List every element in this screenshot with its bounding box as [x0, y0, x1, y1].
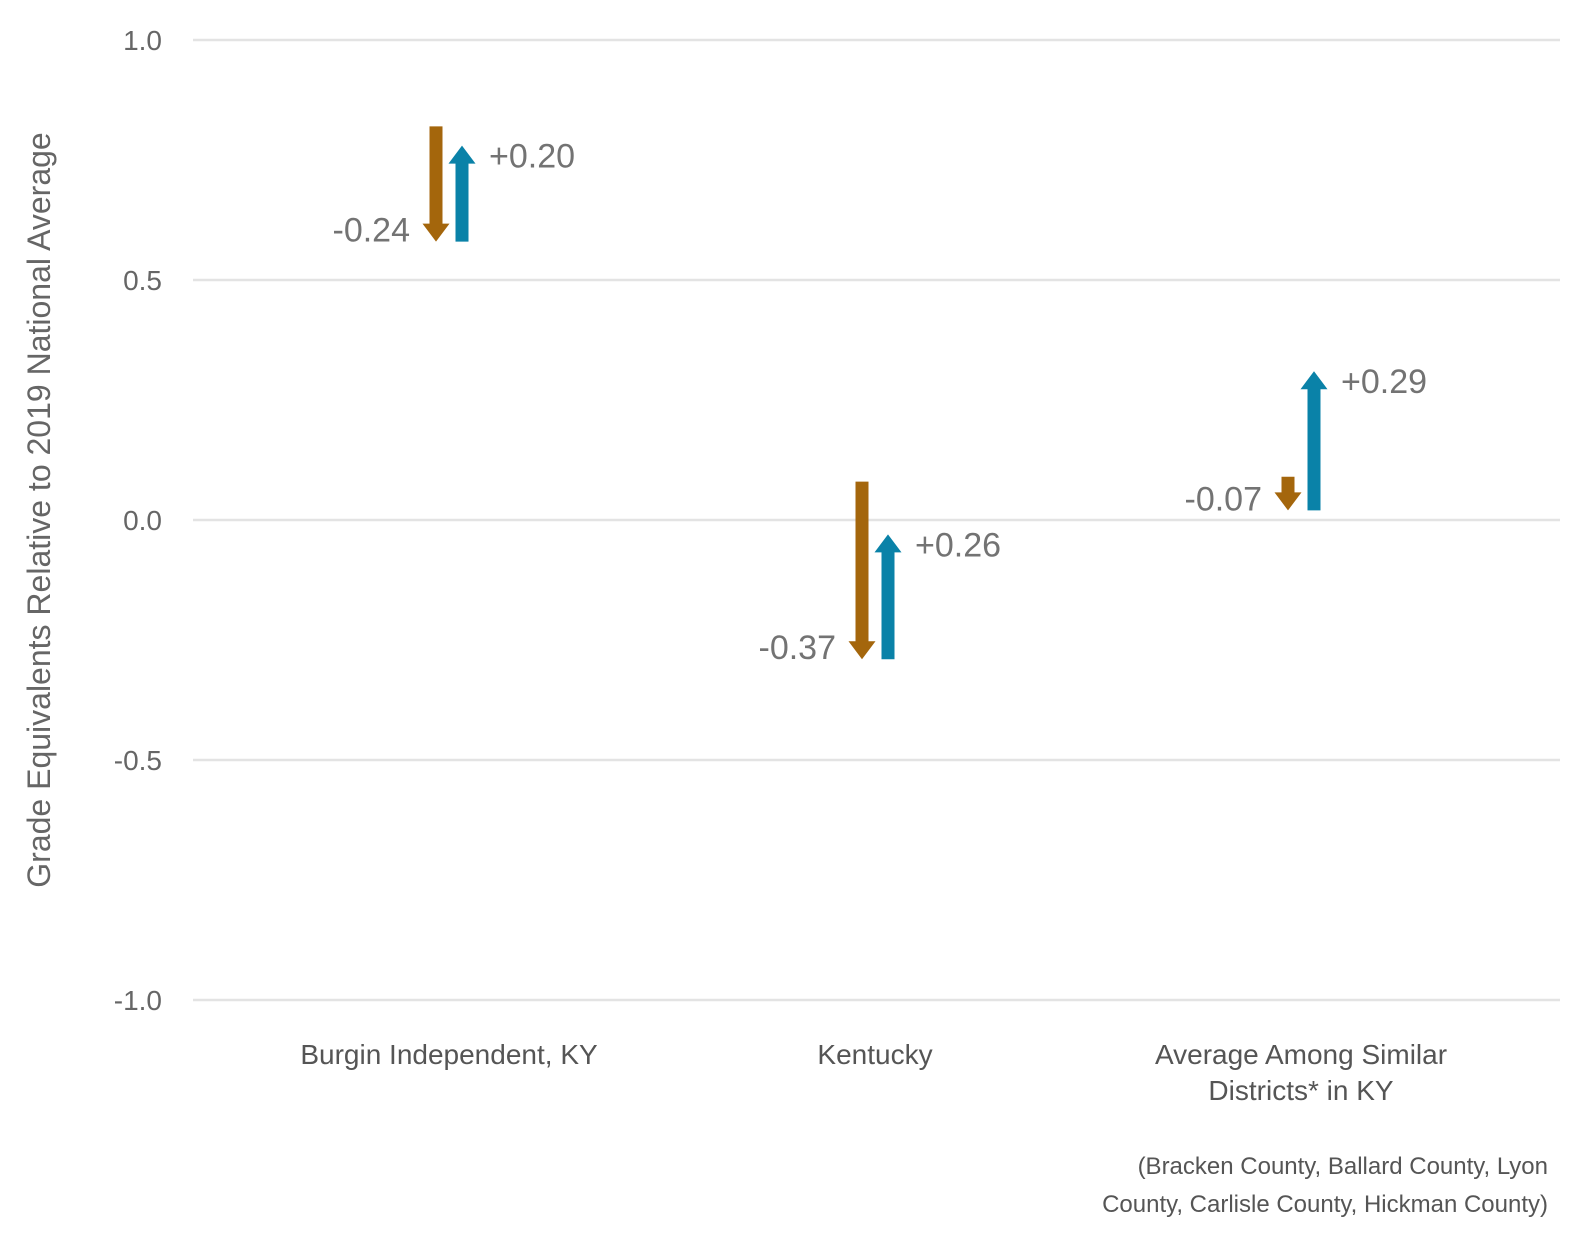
- recovery-value-label: +0.20: [489, 138, 575, 176]
- footnote: (Bracken County, Ballard County, Lyon Cou…: [1102, 1153, 1548, 1218]
- recovery-arrow: [448, 145, 476, 242]
- recovery-value-label: +0.26: [915, 526, 1001, 564]
- category-label: Average Among Similar: [1155, 1039, 1447, 1070]
- category-labels: Burgin Independent, KY Kentucky Average Am…: [300, 1039, 1447, 1106]
- y-axis-ticks: 1.0 0.5 0.0 -0.5 -1.0: [114, 25, 162, 1016]
- decline-value-label: -0.07: [1185, 480, 1263, 518]
- y-tick-label: 1.0: [123, 25, 162, 56]
- category-label: Kentucky: [817, 1039, 932, 1070]
- decline-arrow: [422, 126, 450, 242]
- category-label: Districts* in KY: [1208, 1075, 1393, 1106]
- category-label: Burgin Independent, KY: [300, 1039, 598, 1070]
- y-axis-title: Grade Equivalents Relative to 2019 Natio…: [21, 132, 57, 887]
- y-tick-label: -0.5: [114, 745, 162, 776]
- recovery-arrow: [1300, 371, 1328, 511]
- gridlines: [193, 38, 1560, 1002]
- y-tick-label: 0.5: [123, 265, 162, 296]
- recovery-arrow: [874, 534, 902, 660]
- decline-value-label: -0.37: [759, 629, 837, 667]
- decline-value-label: -0.24: [333, 212, 411, 250]
- recovery-value-label: +0.29: [1341, 363, 1427, 401]
- footnote-line: (Bracken County, Ballard County, Lyon: [1138, 1153, 1548, 1180]
- decline-arrow: [1274, 476, 1302, 511]
- y-tick-label: 0.0: [123, 505, 162, 536]
- footnote-line: County, Carlisle County, Hickman County): [1102, 1191, 1548, 1218]
- decline-arrow: [848, 481, 876, 660]
- arrow-marks: -0.24 +0.20 -0.37 +0.26 -0.07 +0.29: [333, 126, 1427, 667]
- y-tick-label: -1.0: [114, 985, 162, 1016]
